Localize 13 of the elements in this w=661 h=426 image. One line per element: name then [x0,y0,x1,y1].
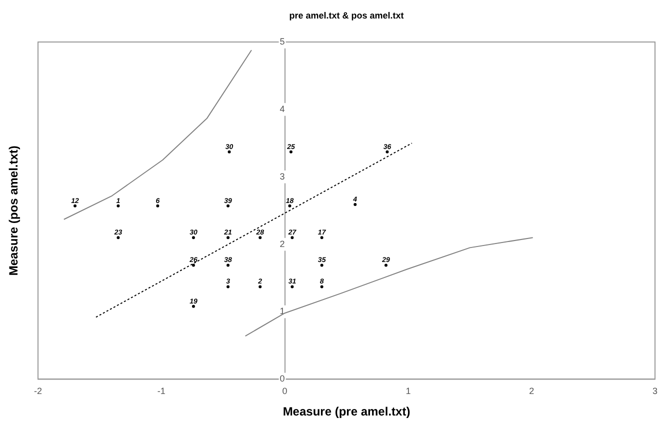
chart-title: pre amel.txt & pos amel.txt [289,10,404,20]
y-tick-label: 0 [280,374,285,384]
x-tick-label: 3 [652,386,658,396]
x-tick-label: -2 [34,386,42,396]
y-tick-label: 3 [280,171,285,182]
y-tick-label: 4 [280,104,285,114]
x-tick-label: -1 [157,386,166,396]
x-tick-label: 1 [406,386,411,396]
x-tick-label: 2 [529,386,534,396]
y-tick-label: 5 [280,36,285,46]
x-axis-title: Measure (pre amel.txt) [282,404,410,418]
y-tick-label: 2 [280,238,285,249]
y-axis-title: Measure (pos amel.txt) [6,146,20,276]
